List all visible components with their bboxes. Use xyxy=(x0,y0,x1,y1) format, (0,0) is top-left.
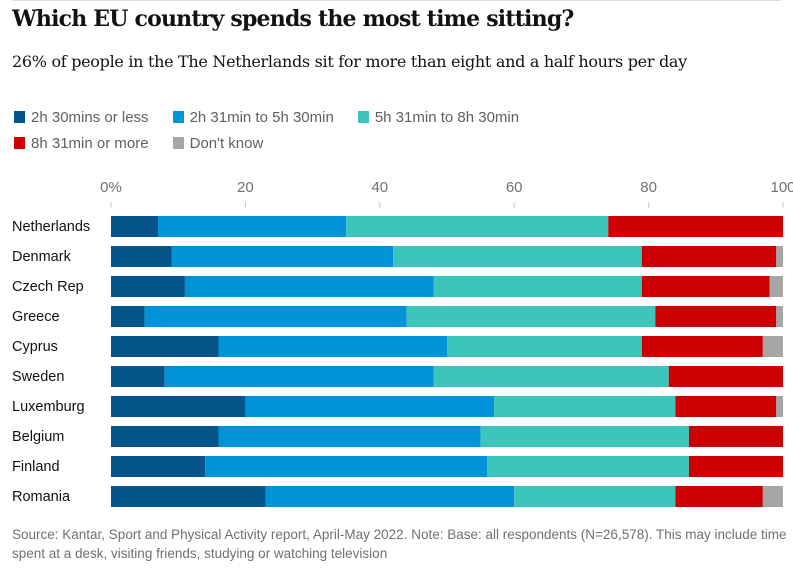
country-label: Denmark xyxy=(12,249,72,265)
top-rule xyxy=(12,0,781,1)
bars xyxy=(111,216,783,507)
bar-segment xyxy=(111,306,145,327)
bar-row xyxy=(111,306,783,327)
bar-segment xyxy=(769,276,783,297)
country-label: Belgium xyxy=(12,429,64,445)
bar-segment xyxy=(111,336,219,357)
country-label: Luxemburg xyxy=(12,399,85,415)
bar-segment xyxy=(641,336,763,357)
legend-swatch xyxy=(14,137,25,149)
legend-item-5h31-to-8h30: 5h 31min to 8h 30min xyxy=(356,109,519,126)
bar-row xyxy=(111,216,783,237)
legend-item-2h31-to-5h30: 2h 31min to 5h 30min xyxy=(171,109,334,126)
bar-segment xyxy=(776,246,783,267)
bar-segment xyxy=(688,456,783,477)
country-label: Cyprus xyxy=(12,339,58,355)
bar-segment xyxy=(111,426,219,447)
legend-item-8h31-or-more: 8h 31min or more xyxy=(12,135,149,152)
bar-segment xyxy=(406,306,656,327)
legend-swatch xyxy=(14,111,25,123)
legend-row-2: 8h 31min or more Don't know xyxy=(12,130,652,156)
x-tick-label: 80 xyxy=(640,179,657,196)
bar-segment xyxy=(111,246,172,267)
country-label: Sweden xyxy=(12,369,64,385)
legend-label: 8h 31min or more xyxy=(31,134,149,152)
bar-segment xyxy=(480,426,689,447)
bar-segment xyxy=(205,456,488,477)
bar-segment xyxy=(641,276,770,297)
bar-segment xyxy=(265,486,515,507)
bar-segment xyxy=(164,366,434,387)
bar-segment xyxy=(668,366,783,387)
bar-segment xyxy=(111,486,266,507)
bar-segment xyxy=(688,426,783,447)
bar-segment xyxy=(111,276,185,297)
bar-segment xyxy=(158,216,347,237)
chart-subtitle: 26% of people in the The Netherlands sit… xyxy=(12,52,687,71)
bar-row xyxy=(111,426,783,447)
bar-row xyxy=(111,246,783,267)
bar-segment xyxy=(655,306,777,327)
bar-segment xyxy=(776,306,783,327)
bar-segment xyxy=(762,336,783,357)
bar-segment xyxy=(641,246,777,267)
bar-segment xyxy=(514,486,676,507)
country-label: Finland xyxy=(12,459,60,475)
bar-row xyxy=(111,456,783,477)
legend-swatch xyxy=(172,137,184,149)
source-note: Source: Kantar, Sport and Physical Activ… xyxy=(12,527,787,561)
country-label: Netherlands xyxy=(12,219,90,235)
bar-row xyxy=(111,396,783,417)
bar-segment xyxy=(245,396,495,417)
bar-row xyxy=(111,366,783,387)
x-axis: 0% 20 40 60 80 100 xyxy=(100,179,793,208)
legend-swatch xyxy=(357,111,369,123)
bar-segment xyxy=(171,246,394,267)
bar-segment xyxy=(776,396,783,417)
x-tick-label: 0% xyxy=(100,179,122,196)
bar-segment xyxy=(111,396,246,417)
bar-segment xyxy=(111,456,206,477)
bar-segment xyxy=(111,216,159,237)
legend: 2h 30mins or less 2h 31min to 5h 30min 5… xyxy=(12,104,652,156)
country-label: Greece xyxy=(12,309,60,325)
x-tick-label: 100 xyxy=(770,179,793,196)
bar-segment xyxy=(218,336,447,357)
legend-item-2h30-or-less: 2h 30mins or less xyxy=(12,109,149,126)
legend-row-1: 2h 30mins or less 2h 31min to 5h 30min 5… xyxy=(12,104,652,130)
legend-label: Don't know xyxy=(189,134,264,152)
country-label: Romania xyxy=(12,489,71,505)
bar-segment xyxy=(111,366,165,387)
chart-title: Which EU country spends the most time si… xyxy=(12,6,574,32)
bar-segment xyxy=(218,426,481,447)
bar-segment xyxy=(675,486,763,507)
legend-label: 2h 31min to 5h 30min xyxy=(189,108,334,126)
x-tick-label: 40 xyxy=(371,179,388,196)
bar-segment xyxy=(433,276,642,297)
bar-segment xyxy=(762,486,783,507)
legend-label: 2h 30mins or less xyxy=(31,108,149,126)
bar-segment xyxy=(494,396,676,417)
bar-segment xyxy=(144,306,407,327)
legend-swatch xyxy=(172,111,184,123)
bar-segment xyxy=(487,456,689,477)
bar-segment xyxy=(346,216,609,237)
bar-row xyxy=(111,336,783,357)
bar-segment xyxy=(184,276,434,297)
bar-segment xyxy=(447,336,642,357)
legend-label: 5h 31min to 8h 30min xyxy=(374,108,520,126)
bar-segment xyxy=(675,396,777,417)
x-tick-label: 20 xyxy=(237,179,254,196)
x-tick-label: 60 xyxy=(506,179,523,196)
country-label: Czech Rep xyxy=(12,279,84,295)
bar-segment xyxy=(608,216,783,237)
bar-segment xyxy=(433,366,669,387)
bar-segment xyxy=(393,246,642,267)
bar-row xyxy=(111,276,783,297)
bar-row xyxy=(111,486,783,507)
country-labels: Netherlands Denmark Czech Rep Greece Cyprus S… xyxy=(12,219,90,505)
legend-item-dont-know: Don't know xyxy=(171,134,264,152)
